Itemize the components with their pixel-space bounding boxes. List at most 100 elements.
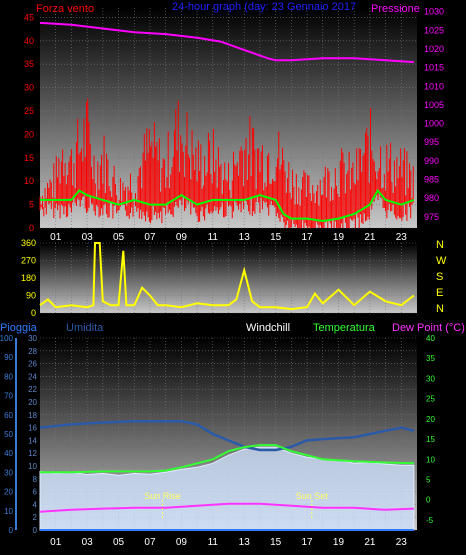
rain-y-tick: 100 <box>0 334 14 343</box>
rain-y-tick: 0 <box>9 526 14 535</box>
humidity-y-tick: 6 <box>33 488 38 497</box>
temperature-y-tick: 0 <box>426 496 431 505</box>
rain-y-ticks: 0 10 20 30 40 50 60 70 80 90 100 <box>0 334 17 535</box>
rain-y-tick: 90 <box>4 353 13 362</box>
rain-y-tick: 50 <box>4 430 13 439</box>
x-tick-label: 07 <box>144 537 156 548</box>
x-tick-label: 19 <box>333 232 345 243</box>
temperature-y-tick: 15 <box>426 435 435 444</box>
humidity-y-tick: 8 <box>33 475 38 484</box>
wind-direction-line <box>39 242 415 311</box>
pressure-y-tick: 975 <box>424 212 439 222</box>
wind-y-tick: 15 <box>24 153 34 163</box>
x-tick-label: 11 <box>208 537 219 548</box>
temperature-y-tick: 20 <box>426 415 435 424</box>
wind-y-ticks: 0 5 10 15 20 25 30 35 40 45 <box>24 12 34 233</box>
dewpoint-legend: Dew Point (°C) <box>392 322 465 334</box>
pressure-y-tick: 980 <box>424 193 439 203</box>
x-tick-label: 23 <box>396 232 408 243</box>
rain-y-tick: 10 <box>4 507 13 516</box>
direction-y-tick: 180 <box>21 273 36 283</box>
rain-y-tick: 60 <box>4 411 13 420</box>
humidity-y-tick: 18 <box>28 411 37 420</box>
pressure-y-tick: 990 <box>424 156 439 166</box>
temperature-y-tick: 35 <box>426 354 435 363</box>
humidity-y-tick: 24 <box>28 372 37 381</box>
temp-humidity-series <box>39 419 415 531</box>
wind-average-line <box>40 188 415 223</box>
wind-x-ticks: 01 03 05 07 09 11 13 15 17 19 21 23 <box>50 232 407 243</box>
temperature-legend: Temperatura <box>313 322 376 334</box>
temperature-y-tick: 25 <box>426 395 435 404</box>
pressure-y-tick: 1005 <box>424 100 444 110</box>
x-tick-label: 17 <box>301 537 313 548</box>
humidity-y-tick: 28 <box>28 347 37 356</box>
x-tick-label: 15 <box>270 537 282 548</box>
rain-y-tick: 40 <box>4 449 13 458</box>
humidity-axis-title: Umidita <box>66 322 104 334</box>
temperature-y-tick: 30 <box>426 374 435 383</box>
pressure-y-tick: 1000 <box>424 119 444 129</box>
direction-y-tick: 270 <box>21 256 36 266</box>
pressure-y-tick: 985 <box>424 175 439 185</box>
x-tick-label: 03 <box>82 537 94 548</box>
x-tick-label: 23 <box>396 537 408 548</box>
rain-y-tick: 20 <box>4 488 13 497</box>
humidity-y-tick: 20 <box>28 398 37 407</box>
temp-x-ticks: 01 03 05 07 09 11 13 15 17 19 21 23 <box>50 537 407 548</box>
wind-y-tick: 40 <box>24 36 34 46</box>
pressure-y-tick: 995 <box>424 137 439 147</box>
pressure-y-tick: 1030 <box>424 7 444 17</box>
x-tick-label: 09 <box>176 537 188 548</box>
x-tick-label: 03 <box>82 232 94 243</box>
wind-pressure-series <box>39 21 415 228</box>
pressure-y-tick: 1015 <box>424 63 444 73</box>
pressure-y-tick: 1010 <box>424 81 444 91</box>
windchill-legend: Windchill <box>246 322 290 334</box>
humidity-y-tick: 4 <box>33 500 38 509</box>
x-tick-label: 05 <box>113 537 125 548</box>
chart-title: 24-hour graph (day: 23 Gennaio 2017 <box>172 1 356 13</box>
x-tick-label: 19 <box>333 537 345 548</box>
x-tick-label: 15 <box>270 232 282 243</box>
dewpoint-line <box>39 502 414 513</box>
compass-letter: E <box>436 287 443 299</box>
wind-axis-title: Forza vento <box>36 3 94 15</box>
rain-y-tick: 80 <box>4 372 13 381</box>
compass-letter: S <box>436 271 443 283</box>
x-tick-label: 05 <box>113 232 125 243</box>
x-tick-label: 21 <box>364 537 376 548</box>
x-tick-label: 01 <box>50 232 62 243</box>
humidity-y-tick: 10 <box>28 462 37 471</box>
temperature-line <box>40 444 414 474</box>
compass-letter: N <box>436 303 444 315</box>
x-tick-label: 21 <box>364 232 376 243</box>
wind-y-tick: 5 <box>29 200 34 210</box>
wind-y-tick: 45 <box>24 12 34 22</box>
wind-y-tick: 0 <box>29 223 34 233</box>
humidity-y-tick: 2 <box>33 513 38 522</box>
humidity-y-tick: 14 <box>28 436 37 445</box>
sunset-label: Sun Set <box>296 491 329 501</box>
windchill-area <box>39 446 415 531</box>
x-tick-label: 13 <box>239 232 251 243</box>
sunrise-label: Sun Rise <box>144 491 181 501</box>
pressure-axis-title: Pressione <box>371 3 420 15</box>
humidity-y-tick: 16 <box>28 424 37 433</box>
compass-letter: W <box>436 255 447 267</box>
humidity-y-tick: 12 <box>28 449 37 458</box>
x-tick-label: 09 <box>176 232 188 243</box>
humidity-y-tick: 0 <box>33 526 38 535</box>
direction-y-ticks: 0 90 180 270 360 <box>21 238 36 318</box>
pressure-line <box>39 21 414 64</box>
x-tick-label: 11 <box>208 232 219 243</box>
x-tick-label: 01 <box>50 537 62 548</box>
x-tick-label: 13 <box>239 537 251 548</box>
temperature-y-tick: -5 <box>426 516 434 525</box>
wind-y-tick: 30 <box>24 83 34 93</box>
pressure-y-tick: 1020 <box>424 44 444 54</box>
rain-y-tick: 70 <box>4 392 13 401</box>
